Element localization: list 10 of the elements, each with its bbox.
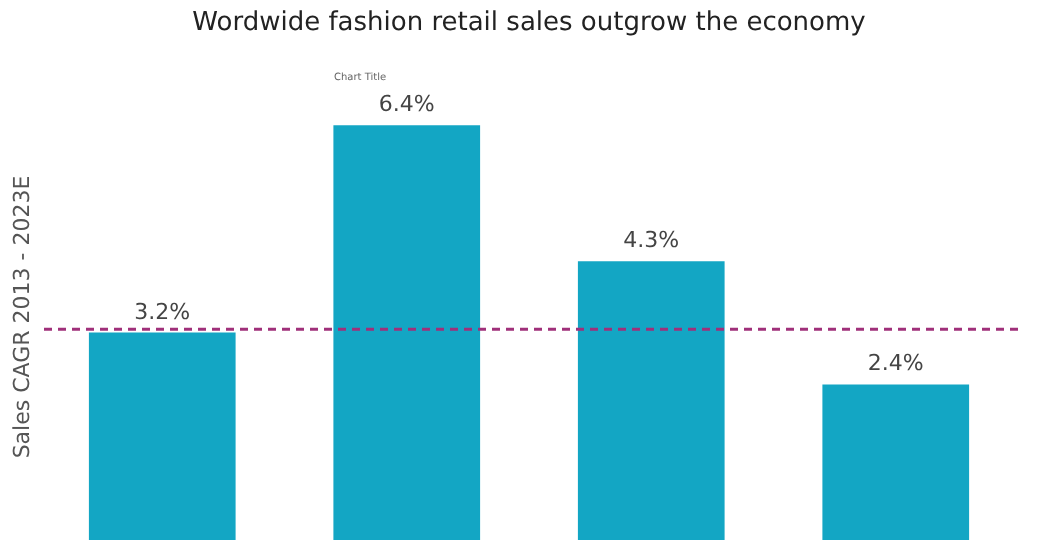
data-label: 4.3% (623, 227, 680, 254)
bar (88, 332, 236, 540)
y-axis-title: Sales CAGR 2013 - 2023E (9, 175, 35, 459)
data-label: 3.2% (134, 298, 191, 325)
bar (822, 384, 970, 540)
data-label: 2.4% (867, 350, 924, 377)
bar (333, 125, 481, 540)
bar (577, 261, 725, 540)
data-label: 6.4% (378, 91, 435, 118)
chart-title: Wordwide fashion retail sales outgrow the economy (192, 8, 867, 38)
